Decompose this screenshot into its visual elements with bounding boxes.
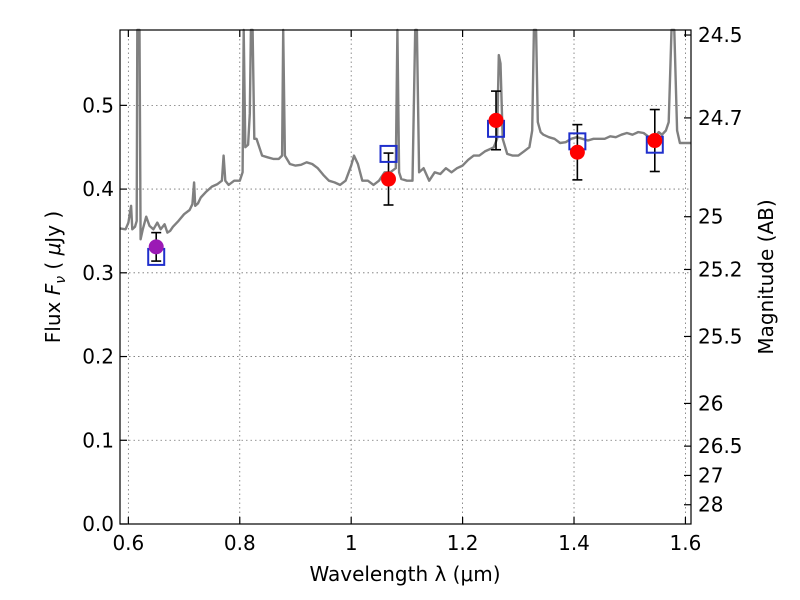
model-spectrum-layer [119,28,691,241]
grid-lines [120,30,691,525]
photometry-layer [147,90,664,266]
x-axis-title: Wavelength λ (μm) [309,562,500,586]
y-tick-label: 0.2 [82,345,114,369]
y-tick-label: 0.5 [82,93,114,117]
y-tick-label: 0.1 [82,428,114,452]
model-photometry-square [379,144,398,163]
y2-tick-label: 28 [698,493,723,517]
observed-flux-point [381,171,397,187]
observed-flux-point [647,133,663,149]
y2-axis-title: Magnitude (AB) [754,199,778,354]
y2-tick-label: 25 [698,205,723,229]
y2-tick-label: 26 [698,391,723,415]
x-tick-label: 1 [345,531,358,555]
plot-frame [119,29,692,525]
y2-tick-label: 25.5 [698,324,743,348]
observed-flux-point [488,112,504,128]
y2-tick-label: 24.5 [698,23,743,47]
y2-tick-label: 25.2 [698,257,743,281]
x-tick-label: 1.2 [447,531,479,555]
observed-flux-point [148,239,164,255]
x-tick-label: 1.6 [670,531,702,555]
model-spectrum-line [119,28,691,241]
y-axis-title: Flux Fν ( μJy ) [41,211,69,343]
y2-tick-label: 27 [698,463,723,487]
y-tick-label: 0.4 [82,177,114,201]
observed-flux-point [569,144,585,160]
x-tick-label: 0.8 [224,531,256,555]
x-tick-label: 0.6 [112,531,144,555]
y2-tick-label: 26.5 [698,434,743,458]
axis-ticks: 0.6 0.8 1 1.2 1.4 1.6 0.0 0.1 0.2 0.3 0.4 0.5 24.5 24… [82,23,742,555]
y2-tick-label: 24.7 [698,106,743,130]
y-tick-label: 0.3 [82,261,114,285]
x-tick-label: 1.4 [558,531,590,555]
y-tick-label: 0.0 [82,512,114,536]
